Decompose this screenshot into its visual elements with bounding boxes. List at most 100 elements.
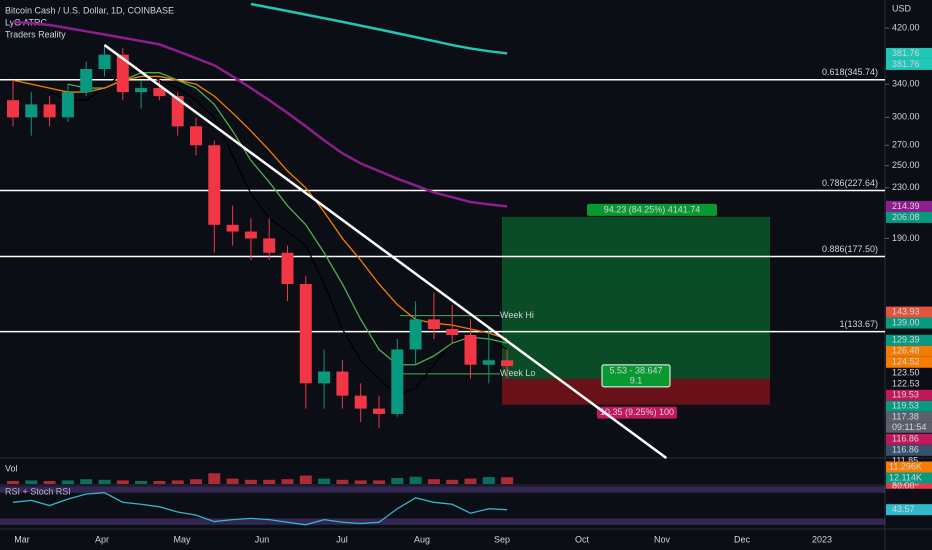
price-tag-label: 116.86 xyxy=(892,445,919,455)
price-tag-label: 117.38 xyxy=(892,412,919,422)
price-tag xyxy=(886,444,932,456)
y-tick-label: 300.00 xyxy=(892,112,920,122)
volume-bar xyxy=(153,481,166,484)
volume-bar xyxy=(7,481,19,484)
price-tag xyxy=(886,306,932,318)
y-tick-label: 340.00 xyxy=(892,79,920,89)
chart-title: Bitcoin Cash / U.S. Dollar, 1D, COINBASE xyxy=(5,5,174,15)
candle-body xyxy=(336,371,349,396)
volume-bar xyxy=(226,478,239,484)
candle-body xyxy=(373,408,385,414)
stop-label: 10.35 (9.25%) 100 xyxy=(600,407,674,417)
volume-bar xyxy=(482,477,495,484)
candle-body xyxy=(80,68,93,93)
price-tag-label: 124.52 xyxy=(892,357,920,367)
label-box xyxy=(601,364,671,388)
ratio-sub: 9.1 xyxy=(630,375,643,385)
candle-body xyxy=(318,371,331,384)
candle-body xyxy=(226,224,239,232)
price-tag xyxy=(886,433,932,445)
volume-tag xyxy=(886,472,932,484)
candle-body xyxy=(281,252,294,284)
volume-tag xyxy=(886,461,932,473)
rsi-tick-label: 80.00 xyxy=(892,481,915,491)
volume-bar xyxy=(391,478,404,484)
currency-label: USD xyxy=(892,3,912,13)
price-tag xyxy=(886,389,932,401)
volume-bar xyxy=(190,479,202,484)
label-box xyxy=(597,406,677,419)
price-tag xyxy=(886,47,932,59)
volume-bar xyxy=(171,480,184,484)
x-tick-label: Dec xyxy=(734,534,751,544)
candle-body xyxy=(464,334,477,365)
moving-average xyxy=(250,2,508,55)
fib-label: 0.786(227.64) xyxy=(822,178,878,188)
y-tick-label: 420.00 xyxy=(892,22,920,32)
rsi-title: RSI + Stoch RSI xyxy=(5,486,71,496)
candle-body xyxy=(482,360,495,365)
rsi-line xyxy=(12,492,508,526)
x-tick-label: May xyxy=(173,534,191,544)
volume-bar xyxy=(135,481,148,484)
price-tag-label: 119.53 xyxy=(892,390,919,400)
price-tag-label: 129.39 xyxy=(892,335,920,345)
rsi-band xyxy=(0,518,885,525)
fib-label: 1(133.67) xyxy=(839,319,878,329)
volume-bar xyxy=(354,480,367,484)
volume-bar xyxy=(336,479,349,484)
label-box xyxy=(587,203,717,216)
candle-body xyxy=(135,88,148,93)
price-tag-label: 119.53 xyxy=(892,401,919,411)
price-tag xyxy=(886,400,932,412)
candle-body xyxy=(171,96,184,127)
indicator-label: Traders Reality xyxy=(5,29,66,39)
volume-bar xyxy=(318,478,331,484)
candle-body xyxy=(116,54,129,93)
candle-body xyxy=(61,92,74,118)
price-tag xyxy=(886,356,932,368)
x-tick-label: Apr xyxy=(95,534,109,544)
candle-body xyxy=(244,231,257,239)
moving-average xyxy=(12,75,508,340)
rsi-tag-label: 43.57 xyxy=(892,504,915,514)
candle-body xyxy=(153,88,166,97)
volume-bar xyxy=(464,478,477,484)
candle-body xyxy=(501,360,514,367)
ratio-label: 5.53 - 38.647 xyxy=(609,365,662,375)
target-label: 94.23 (84.25%) 4141.74 xyxy=(604,204,701,214)
price-tag-label: 206.08 xyxy=(892,212,920,222)
volume-tag-label: 11.296K xyxy=(889,461,922,471)
x-tick-label: Jun xyxy=(255,534,270,544)
week-label: Week Hi xyxy=(500,310,534,320)
candle-body xyxy=(391,349,404,414)
candle-body xyxy=(98,54,111,69)
candle-body xyxy=(263,238,276,253)
volume-bar xyxy=(244,479,257,484)
volume-bar xyxy=(263,479,276,484)
price-tag-label: 123.50 xyxy=(892,368,920,378)
price-tag-label: 116.86 xyxy=(892,434,919,444)
trendline xyxy=(103,44,668,460)
price-tag xyxy=(886,411,932,423)
price-tag-label: 139.00 xyxy=(892,317,920,327)
price-tag xyxy=(886,334,932,346)
volume-bar xyxy=(281,479,294,484)
y-tick-label: 270.00 xyxy=(892,140,920,150)
candle-body xyxy=(190,126,202,146)
y-tick-label: 250.00 xyxy=(892,160,920,170)
countdown-bg xyxy=(886,422,932,433)
x-tick-label: Nov xyxy=(654,534,671,544)
price-tag-label: 381.76 xyxy=(892,59,920,69)
x-tick-label: 2023 xyxy=(812,534,832,544)
volume-bar xyxy=(43,481,56,484)
target-zone xyxy=(502,216,770,379)
price-tag-label: 143.93 xyxy=(892,306,920,316)
x-tick-label: Oct xyxy=(575,534,590,544)
countdown: 09:11:54 xyxy=(892,422,926,432)
x-tick-label: Jul xyxy=(336,534,348,544)
fib-label: 0.886(177.50) xyxy=(822,244,878,254)
candle-body xyxy=(299,283,312,384)
volume-bar xyxy=(446,479,459,484)
